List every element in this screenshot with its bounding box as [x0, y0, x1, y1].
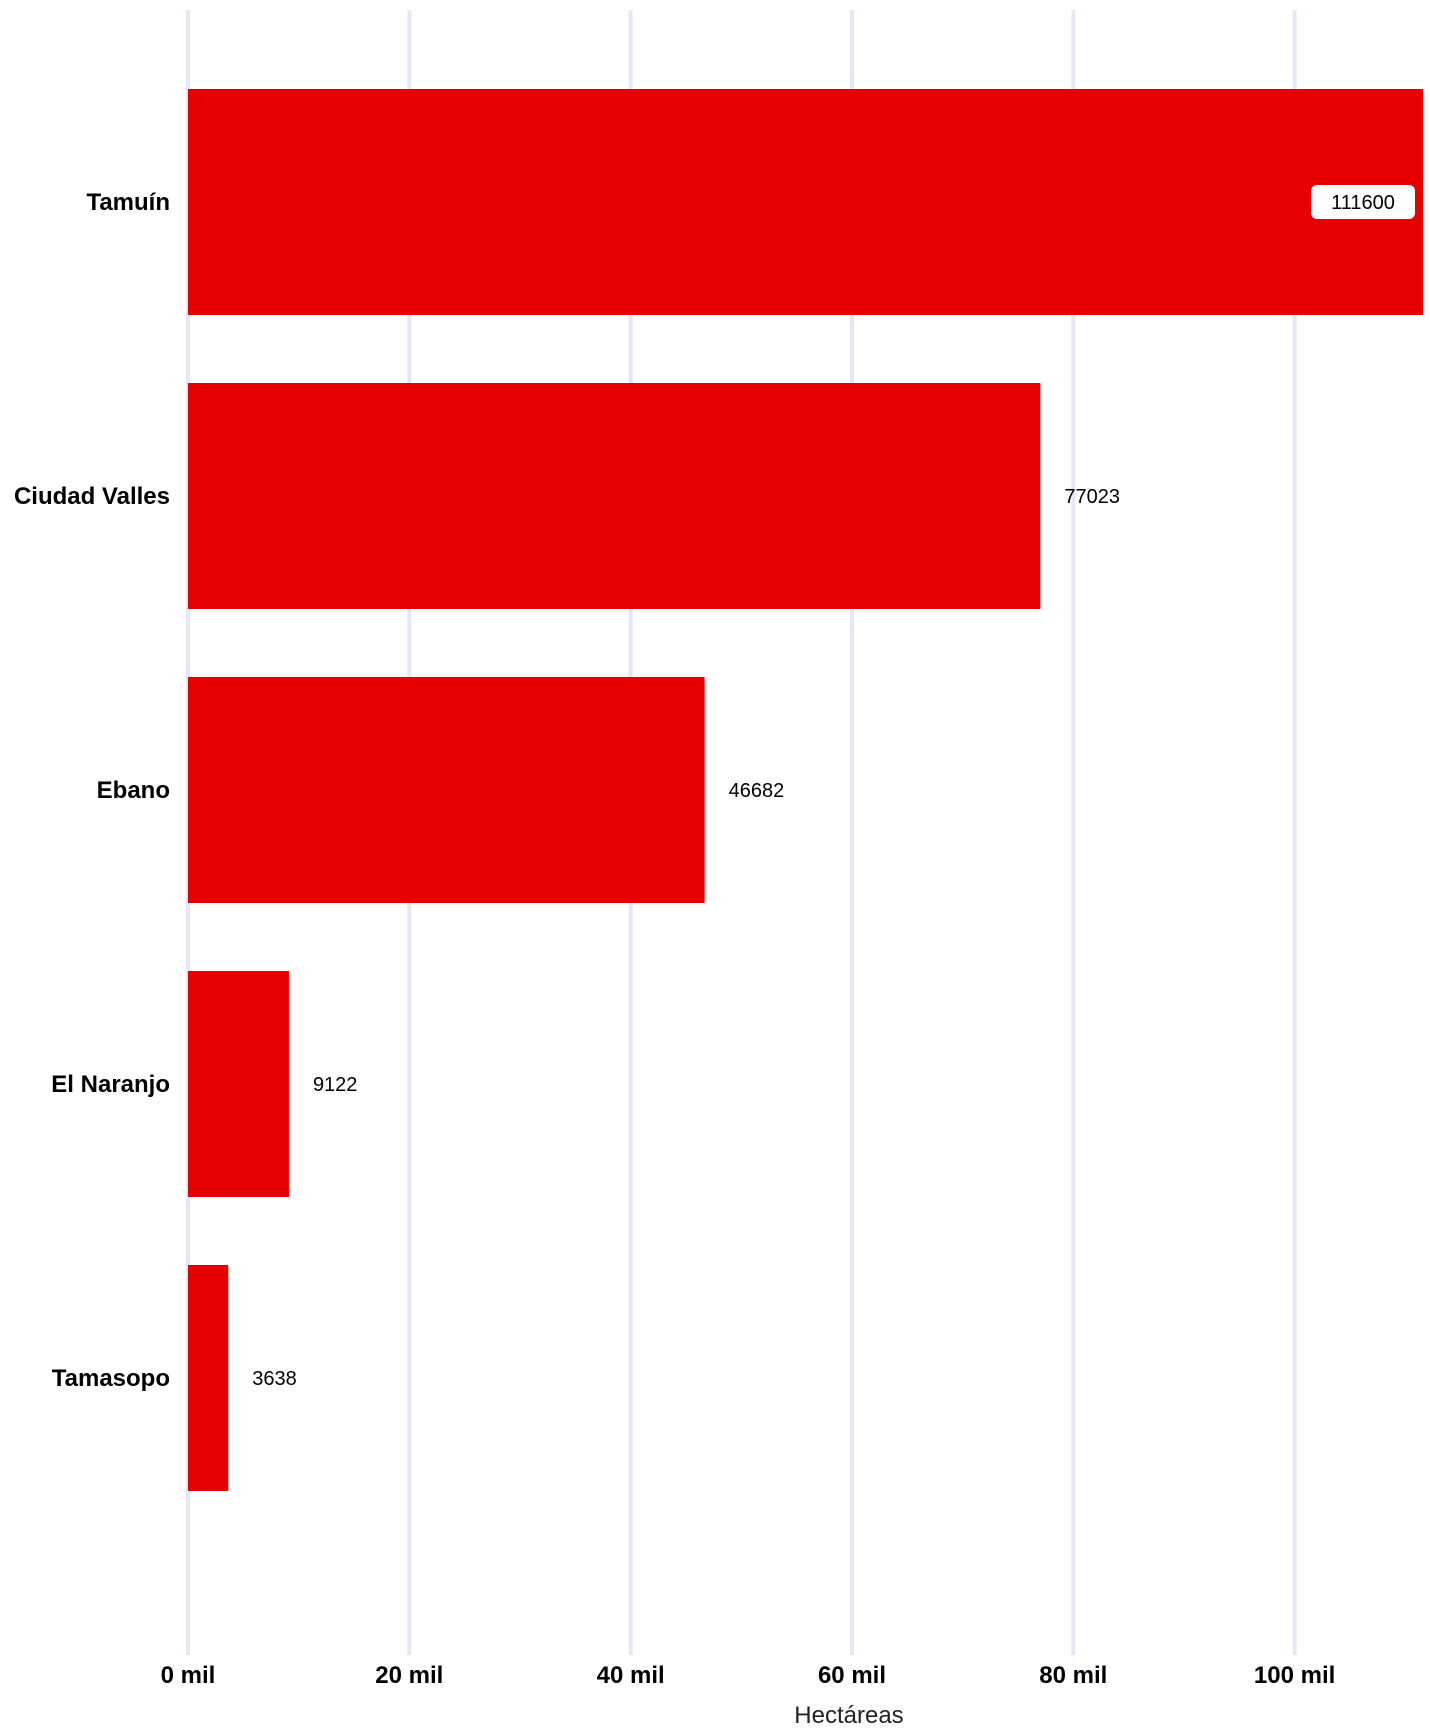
- x-tick-label: 20 mil: [375, 1662, 443, 1689]
- x-tick-label: 60 mil: [818, 1662, 886, 1689]
- x-tick-labels: 0 mil 20 mil 40 mil 60 mil 80 mil 100 mil: [161, 1662, 1336, 1689]
- bars: [188, 89, 1423, 1491]
- value-label-box: [1311, 185, 1415, 219]
- value-label: 3638: [252, 1368, 296, 1390]
- category-labels: Tamuín Ciudad Valles Ebano El Naranjo Tamaso…: [14, 189, 170, 1392]
- value-labels: 111600 77023 46682 9122 3638: [252, 185, 1415, 1390]
- category-label: El Naranjo: [51, 1071, 170, 1098]
- bar: [188, 383, 1041, 609]
- x-tick-label: 100 mil: [1254, 1662, 1335, 1689]
- x-tick-label: 40 mil: [597, 1662, 665, 1689]
- category-label: Ebano: [97, 777, 170, 804]
- category-label: Tamasopo: [52, 1365, 170, 1392]
- value-label: 77023: [1064, 486, 1120, 508]
- category-label: Ciudad Valles: [14, 483, 170, 510]
- value-label: 46682: [729, 780, 785, 802]
- bar: [188, 1265, 229, 1491]
- bar: [188, 677, 705, 903]
- x-axis-title: Hectáreas: [794, 1702, 903, 1729]
- category-label: Tamuín: [86, 189, 170, 216]
- bar: [188, 971, 289, 1197]
- value-label: 111600: [1331, 192, 1395, 214]
- bar: [188, 89, 1423, 315]
- x-tick-label: 0 mil: [161, 1662, 216, 1689]
- value-label: 9122: [313, 1074, 358, 1096]
- x-tick-label: 80 mil: [1039, 1662, 1107, 1689]
